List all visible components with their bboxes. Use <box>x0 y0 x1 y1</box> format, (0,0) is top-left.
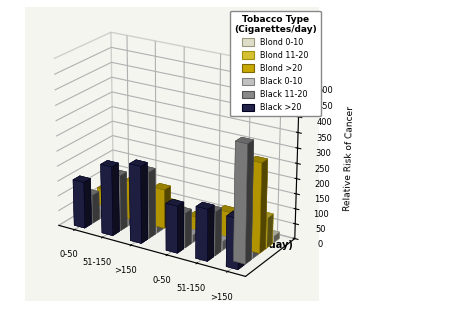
Legend: Blond 0-10, Blond 11-20, Blond >20, Black 0-10, Black 11-20, Black >20: Blond 0-10, Blond 11-20, Blond >20, Blac… <box>229 10 320 116</box>
